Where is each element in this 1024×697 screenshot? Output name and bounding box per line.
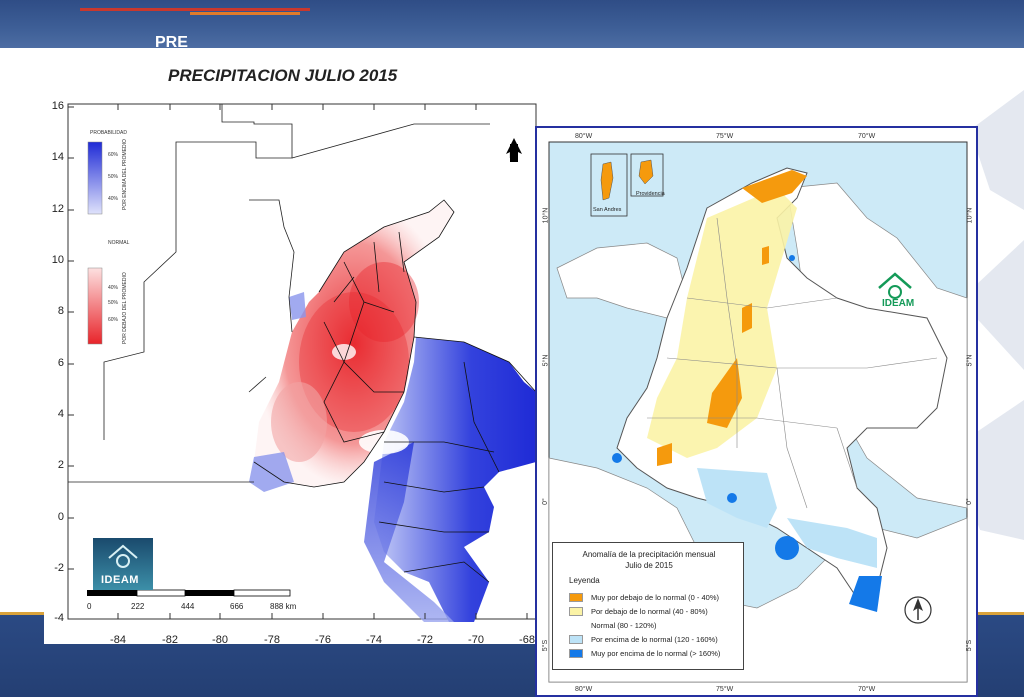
legend-tick: 40% <box>108 196 119 202</box>
legend-above-colorbar <box>87 141 103 215</box>
inset-label: Providencia <box>636 191 665 197</box>
header-text: PRE <box>155 34 188 51</box>
y-tick: 8 <box>57 305 64 317</box>
very-above-normal-patch <box>849 576 882 612</box>
inset-label: San Andres <box>593 207 622 213</box>
legend-above-caption: POR ENCIMA DEL PROMEDIO <box>122 139 128 210</box>
legend-swatch <box>569 649 583 658</box>
left-ideam-logo: IDEAM <box>93 538 153 590</box>
legend-item-label: Por encima de lo normal (120 - 160%) <box>591 635 718 644</box>
x-tick: -80 <box>212 634 228 646</box>
left-logo-text: IDEAM <box>101 574 139 586</box>
scale-label: 888 km <box>270 602 297 611</box>
legend-heading: Leyenda <box>569 576 600 585</box>
scale-label: 666 <box>230 602 244 611</box>
legend-normal-label: NORMAL <box>108 240 130 246</box>
left-map-title: PRECIPITACION JULIO 2015 <box>168 66 398 85</box>
compass-icon <box>904 596 932 624</box>
legend-tick: 60% <box>108 152 119 158</box>
anomaly-legend: Anomalía de la precipitación mensual Jul… <box>552 542 744 670</box>
slide-watermark <box>950 90 1024 540</box>
right-ideam-logo-icon <box>878 272 912 299</box>
legend-item-label: Por debajo de lo normal (40 - 80%) <box>591 607 708 616</box>
legend-tick: 40% <box>108 285 119 291</box>
left-map-plot <box>67 103 537 622</box>
y-tick: 12 <box>51 203 64 215</box>
y-tick: 0 <box>57 511 64 523</box>
north-label: N <box>509 146 519 161</box>
x-tick: -76 <box>315 634 331 646</box>
coord-left: 5°S <box>542 639 550 652</box>
legend-tick: 60% <box>108 317 119 323</box>
coord-bottom: 75°W <box>716 686 734 693</box>
coord-top: 80°W <box>575 133 593 140</box>
legend-swatch <box>569 621 583 630</box>
legend-tick: 50% <box>108 174 119 180</box>
coord-right: 5°S <box>966 639 974 652</box>
x-tick: -84 <box>110 634 126 646</box>
y-tick: 4 <box>57 408 64 420</box>
header-accent-line <box>80 8 310 11</box>
ideam-logo-icon <box>108 544 138 568</box>
coord-left: 10°N <box>542 207 550 224</box>
legend-swatch <box>569 593 583 602</box>
y-tick: 10 <box>51 254 64 266</box>
legend-below-colorbar <box>87 267 103 345</box>
x-tick: -74 <box>366 634 382 646</box>
very-below-normal-patch <box>742 170 807 203</box>
header-accent-line-2 <box>190 12 300 15</box>
coord-right: 10°N <box>966 207 974 224</box>
y-tick: 2 <box>57 459 64 471</box>
x-tick: -78 <box>264 634 280 646</box>
legend-item-label: Muy por encima de lo normal (> 160%) <box>591 649 721 658</box>
coord-bottom: 80°W <box>575 686 593 693</box>
right-logo-text: IDEAM <box>882 298 915 309</box>
scale-label: 0 <box>87 602 92 611</box>
legend-title-line1: Anomalía de la precipitación mensual <box>582 550 716 559</box>
legend-tick: 50% <box>108 300 119 306</box>
coord-left: 0° <box>541 498 549 505</box>
x-tick: -82 <box>162 634 178 646</box>
legend-item-label: Normal (80 - 120%) <box>591 621 657 630</box>
x-tick: -72 <box>417 634 433 646</box>
scale-label: 222 <box>131 602 145 611</box>
legend-title-line2: Julio de 2015 <box>625 561 673 570</box>
y-tick: 14 <box>51 151 64 163</box>
coord-top: 70°W <box>858 133 876 140</box>
slide-header-band: PRE <box>0 0 1024 51</box>
coord-left: 5°N <box>542 354 550 367</box>
y-tick: -4 <box>54 612 64 624</box>
below-normal-patch <box>647 188 797 458</box>
coord-right: 5°N <box>966 354 974 367</box>
y-tick: -2 <box>54 562 64 574</box>
x-tick: -70 <box>468 634 484 646</box>
map-above-normal-region <box>374 337 536 622</box>
scale-label: 444 <box>181 602 195 611</box>
legend-above-title: PROBABILIDAD <box>90 130 127 136</box>
coord-top: 75°W <box>716 133 734 140</box>
legend-below-caption: POR DEBAJO DEL PROMEDIO <box>122 272 128 344</box>
legend-swatch <box>569 607 583 616</box>
legend-swatch <box>569 635 583 644</box>
north-arrow-icon <box>506 138 522 162</box>
coord-bottom: 70°W <box>858 686 876 693</box>
x-tick: -68 <box>519 634 535 646</box>
y-tick: 16 <box>51 100 64 112</box>
legend-item-label: Muy por debajo de lo normal (0 - 40%) <box>591 593 719 602</box>
y-tick: 6 <box>57 357 64 369</box>
coord-right: 0° <box>965 498 973 505</box>
